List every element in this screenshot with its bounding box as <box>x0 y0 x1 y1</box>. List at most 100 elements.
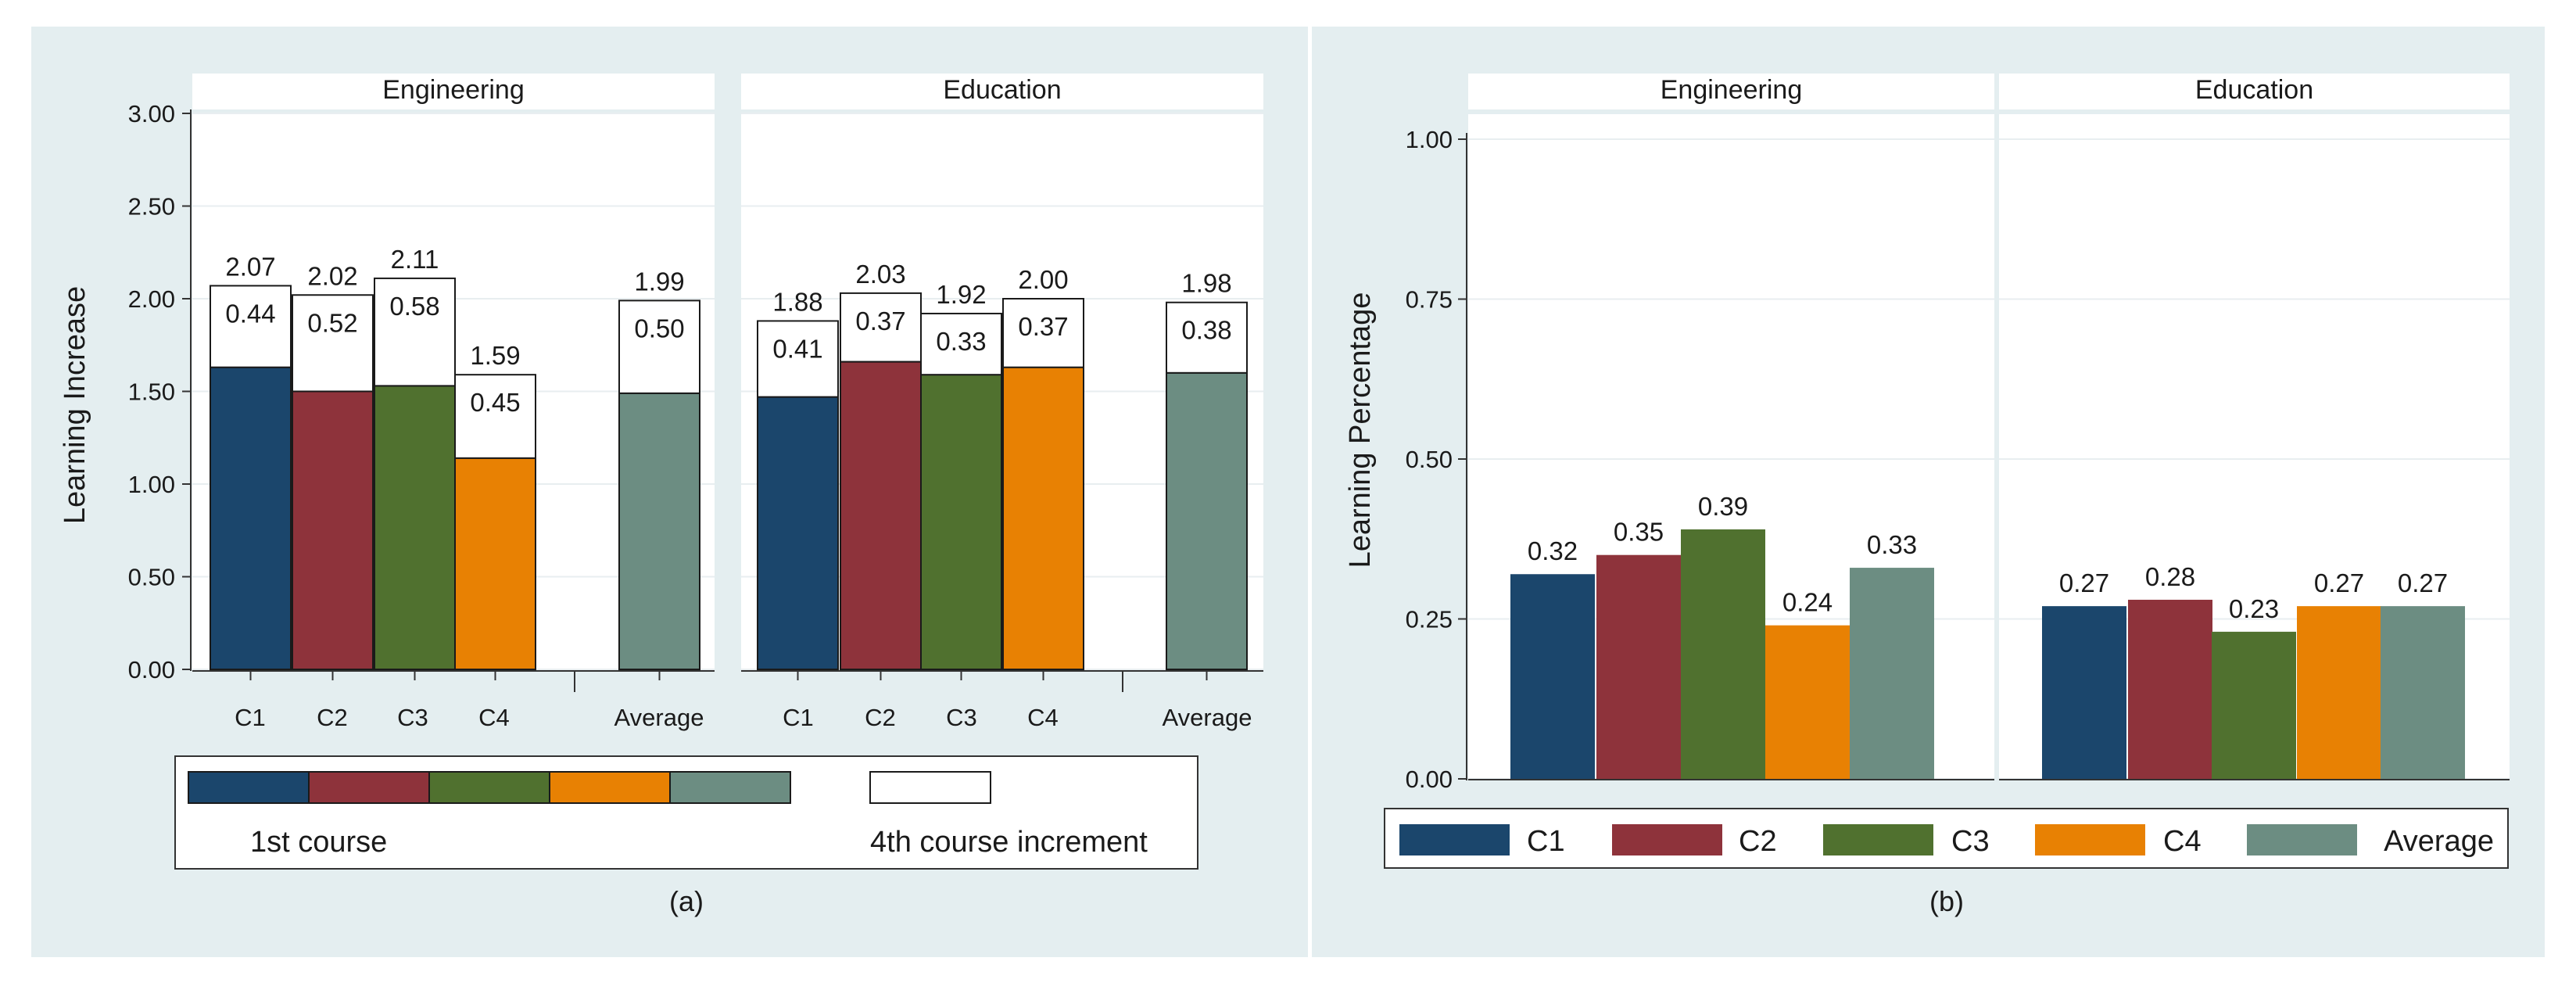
chart-b-value-label: 0.27 <box>2398 569 2448 597</box>
chart-a-bar-first-course-c2 <box>292 390 374 670</box>
chart-b-bar-c3 <box>1681 529 1765 779</box>
chart-a-bar-first-course-c3 <box>920 374 1002 670</box>
chart-a-total-label: 1.88 <box>772 287 822 316</box>
chart-a-x-tick-label: C1 <box>783 704 814 731</box>
chart-a-y-tick-label: 1.00 <box>128 471 175 498</box>
chart-a-total-label: 2.11 <box>391 245 439 274</box>
chart-a-x-tick-label: C3 <box>397 704 428 731</box>
chart-a-increment-label: 0.33 <box>936 327 986 356</box>
chart-a-y-tick-label: 0.50 <box>128 564 175 591</box>
chart-a-y-tick-label: 3.00 <box>128 100 175 127</box>
chart-a-caption: (a) <box>669 885 704 917</box>
chart-a-legend-swatch-increment <box>869 771 991 804</box>
chart-a-bar-increment-c4 <box>1002 298 1084 368</box>
chart-a-total-label: 2.03 <box>855 260 905 289</box>
chart-a-bar-increment-c4 <box>454 374 536 459</box>
chart-b-y-axis-label: Learning Percentage <box>1344 292 1377 569</box>
chart-a-bar-first-course-c1 <box>757 396 839 670</box>
chart-a-panel-title: Education <box>943 75 1061 105</box>
chart-b-panel-title: Education <box>2195 75 2313 105</box>
chart-b-panel-title: Engineering <box>1661 75 1802 105</box>
chart-a-total-label: 2.07 <box>225 252 275 281</box>
chart-b-y-tick-label: 0.25 <box>1406 606 1453 633</box>
chart-a-bar-first-course-c4 <box>1002 366 1084 670</box>
chart-b-bar-c3 <box>2212 631 2296 779</box>
chart-a-y-tick-label: 0.00 <box>128 656 175 683</box>
chart-a-increment-label: 0.37 <box>855 307 905 335</box>
chart-a-x-tick-label: C3 <box>946 704 977 731</box>
chart-a-increment-label: 0.50 <box>634 314 684 343</box>
chart-a-x-tick-label: C1 <box>235 704 266 731</box>
chart-b-bar-c2 <box>2128 599 2212 779</box>
chart-b-legend-label-average: Average <box>2384 825 2494 858</box>
chart-layer: 0.00 0.50 1.00 1.50 2.00 2.50 3.00 Learning Inc… <box>59 74 2510 917</box>
chart-a-bar-first-course-c1 <box>210 366 292 670</box>
chart-b-bar-c1 <box>2042 606 2126 779</box>
chart-a-legend-swatch-c1 <box>188 771 310 804</box>
chart-a-increment-label: 0.37 <box>1018 312 1068 341</box>
chart-b-legend-label-c1: C1 <box>1527 825 1565 858</box>
chart-b-y-tick-label: 1.00 <box>1406 126 1453 153</box>
chart-b-legend-label-c3: C3 <box>1951 825 1990 858</box>
chart-a-legend-first-course: 1st course <box>250 826 387 859</box>
chart-b-bar-c4 <box>1765 625 1850 779</box>
chart-a-total-label: 2.02 <box>307 261 357 290</box>
chart-a-total-label: 1.99 <box>634 267 684 296</box>
chart-a-legend-swatch-c3 <box>428 771 550 804</box>
chart-a-bar-first-course-c2 <box>840 360 922 670</box>
chart-a-x-tick-label: C2 <box>865 704 896 731</box>
chart-a-bar-increment-c2 <box>292 294 374 393</box>
chart-a-total-label: 1.98 <box>1181 269 1231 298</box>
chart-b-caption: (b) <box>1929 885 1964 917</box>
chart-a-legend-swatch-c2 <box>308 771 430 804</box>
chart-a-bar-increment-average <box>618 300 700 394</box>
chart-b-value-label: 0.27 <box>2059 569 2109 597</box>
chart-a-panel-strip <box>741 74 1263 109</box>
chart-a-bar-first-course-c3 <box>374 385 456 670</box>
chart-a-panel-title: Engineering <box>382 75 524 105</box>
chart-a-total-label: 1.92 <box>936 280 986 309</box>
chart-b-bar-c2 <box>1596 554 1681 779</box>
chart-a-x-tick-label: Average <box>1163 704 1252 731</box>
chart-b-legend-swatch-c4 <box>2035 824 2145 855</box>
chart-b-y-tick-label: 0.75 <box>1406 286 1453 314</box>
chart-a-x-tick-label: C4 <box>1027 704 1059 731</box>
chart-b-value-label: 0.23 <box>2229 594 2279 623</box>
chart-a-legend-increment: 4th course increment <box>870 826 1148 859</box>
chart-a-y-axis-label: Learning Increase <box>59 286 91 524</box>
chart-b-bar-c4 <box>2297 606 2381 779</box>
chart-b-bar-c1 <box>1510 574 1595 779</box>
chart-a-y-tick-label: 1.50 <box>128 378 175 406</box>
chart-a-bar-increment-c3 <box>374 277 456 387</box>
chart-a-y-tick-label: 2.50 <box>128 193 175 221</box>
chart-b-legend-swatch-c3 <box>1823 824 1933 855</box>
chart-b-legend-swatch-c1 <box>1399 824 1510 855</box>
chart-a-bar-increment-c1 <box>757 320 839 398</box>
chart-b-legend-label-c2: C2 <box>1739 825 1777 858</box>
chart-a-x-tick-label: C2 <box>317 704 348 731</box>
chart-a-total-label: 2.00 <box>1018 265 1068 294</box>
chart-b-legend-label-c4: C4 <box>2163 825 2202 858</box>
chart-b-value-label: 0.24 <box>1782 588 1833 617</box>
chart-a-legend-swatch-average <box>669 771 791 804</box>
chart-a-increment-label: 0.52 <box>307 308 357 337</box>
chart-b-value-label: 0.35 <box>1614 518 1664 547</box>
chart-b-value-label: 0.32 <box>1528 536 1578 565</box>
chart-b-legend-swatch-average <box>2247 824 2357 855</box>
chart-a-bar-first-course-c4 <box>454 457 536 670</box>
chart-b-legend-swatch-c2 <box>1612 824 1722 855</box>
chart-a-bar-increment-c1 <box>210 285 292 368</box>
chart-b-value-label: 0.33 <box>1867 530 1917 559</box>
chart-b-y-tick-label: 0.50 <box>1406 446 1453 473</box>
chart-b-value-label: 0.28 <box>2145 562 2195 591</box>
chart-a-increment-label: 0.44 <box>225 299 275 328</box>
chart-a-increment-label: 0.45 <box>470 388 520 417</box>
chart-a-bar-increment-c3 <box>920 312 1002 376</box>
chart-a-increment-label: 0.41 <box>772 334 822 363</box>
chart-b-bar-average <box>2381 606 2465 779</box>
chart-a-y-tick-label: 2.00 <box>128 285 175 313</box>
chart-b-panel-strip <box>1999 74 2510 109</box>
chart-b-value-label: 0.39 <box>1698 492 1748 521</box>
chart-a-bar-increment-average <box>1166 301 1248 374</box>
chart-a-panel-strip <box>192 74 715 109</box>
